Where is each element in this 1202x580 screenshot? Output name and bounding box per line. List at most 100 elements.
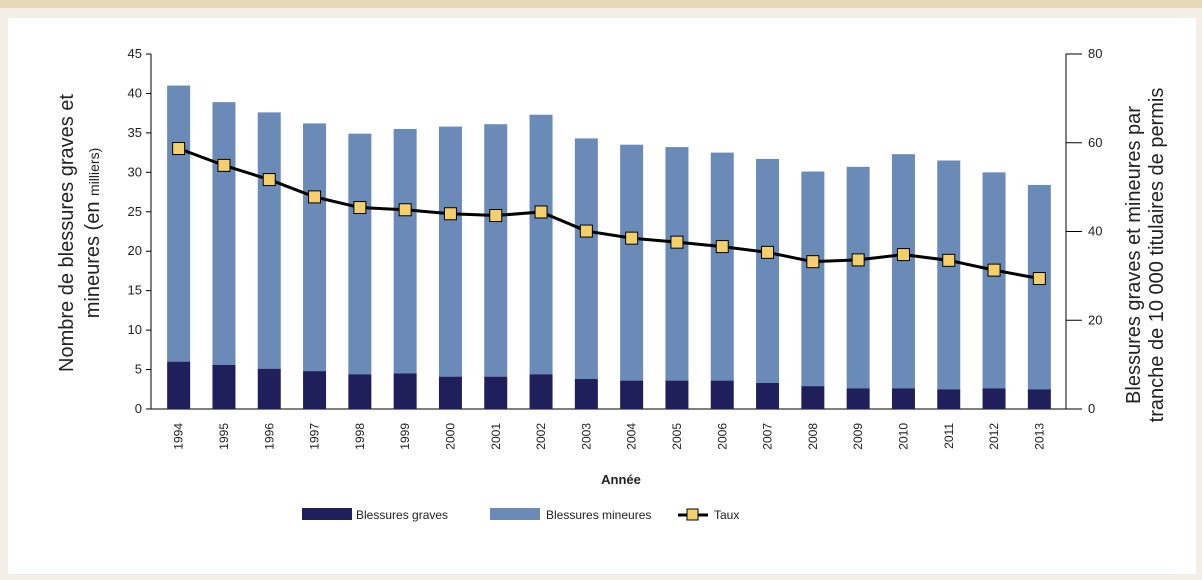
rate-line: [178, 147, 1040, 281]
bar-mineures: [529, 114, 553, 375]
x-tick-label: 1998: [353, 423, 367, 450]
y-right-tick-label: 0: [1088, 401, 1095, 416]
y-left-tick-label: 20: [128, 243, 142, 258]
x-tick-label: 2009: [851, 423, 865, 450]
y-left-title-line2-main: mineures (en: [82, 196, 104, 318]
y-left-tick-label: 35: [128, 125, 142, 140]
bar-mineures: [574, 138, 598, 380]
bar-mineures: [665, 147, 689, 381]
bar-graves: [801, 386, 825, 409]
bar-graves: [710, 380, 734, 409]
bar-graves: [574, 379, 598, 409]
y-right-tick-label: 80: [1088, 46, 1102, 61]
bar-mineures: [710, 152, 734, 381]
x-tick-label: 2012: [987, 423, 1001, 450]
bar-graves: [756, 382, 780, 409]
y-right-tick-label: 40: [1088, 224, 1102, 239]
y-left-tick-label: 5: [135, 362, 142, 377]
rate-point: [353, 201, 367, 215]
x-tick-label: 2007: [761, 423, 775, 450]
x-tick-label: 2002: [534, 423, 548, 450]
bar-graves: [1027, 389, 1051, 409]
bar-mineures: [846, 166, 870, 389]
rate-point: [443, 207, 457, 221]
rate-point: [851, 253, 865, 267]
bar-graves: [891, 388, 915, 409]
y-left-tick-label: 40: [128, 85, 142, 100]
bar-graves: [982, 388, 1006, 409]
rate-point: [217, 158, 231, 172]
bar-graves: [438, 376, 462, 409]
x-tick-label: 1994: [172, 423, 186, 450]
rate-point: [489, 209, 503, 223]
bar-mineures: [257, 112, 281, 369]
x-tick-label: 2000: [443, 423, 457, 450]
x-tick-label: 2005: [670, 423, 684, 450]
rate-point: [670, 235, 684, 249]
bar-graves: [937, 389, 961, 409]
bar-mineures: [891, 154, 915, 389]
bar-mineures: [167, 85, 191, 362]
y-left-tick-label: 15: [128, 283, 142, 298]
rate-point: [806, 255, 820, 269]
bar-graves: [167, 361, 191, 409]
bar-graves: [620, 380, 644, 409]
rate-point: [896, 248, 910, 262]
bar-mineures: [484, 124, 508, 377]
rate-point: [579, 224, 593, 238]
rate-point: [942, 253, 956, 267]
bar-graves: [846, 388, 870, 409]
bar-graves: [665, 380, 689, 409]
top-accent-bar: [0, 0, 1202, 8]
rate-point: [534, 205, 548, 219]
bar-mineures: [212, 102, 236, 365]
bar-mineures: [801, 171, 825, 387]
bar-mineures: [348, 133, 372, 375]
bar-graves: [303, 371, 327, 409]
y-right-tick-label: 20: [1088, 312, 1102, 327]
x-tick-label: 2011: [942, 423, 956, 449]
tick-labels: 0 5 10 15 20 25 30 35 40 45 0 20 40 60 80 1994 1995 1996 1…: [128, 46, 1103, 450]
y-left-title-line2-small: milliers): [86, 148, 102, 196]
bar-graves: [348, 374, 372, 409]
y-right-tick-label: 60: [1088, 135, 1102, 150]
x-tick-label: 2006: [715, 423, 729, 450]
x-tick-label: 1999: [398, 423, 412, 450]
y-left-tick-label: 10: [128, 322, 142, 337]
rate-line-group: [172, 142, 1046, 286]
y-right-title-line2: tranche de 10 000 titulaires de permis: [1146, 88, 1168, 423]
legend-swatch-graves: [302, 508, 352, 520]
bar-mineures: [303, 123, 327, 372]
legend: Blessures graves Blessures mineures Taux: [302, 508, 739, 522]
x-tick-label: 2003: [579, 423, 593, 450]
bar-graves: [393, 373, 417, 409]
x-tick-label: 2013: [1032, 423, 1046, 450]
x-tick-label: 1997: [308, 423, 322, 450]
y-right-title-line1: Blessures graves et mineures par: [1123, 106, 1145, 404]
bar-mineures: [937, 160, 961, 390]
rate-point: [761, 245, 775, 259]
bar-mineures: [438, 126, 462, 377]
bar-mineures: [1027, 184, 1051, 390]
rate-point: [715, 240, 729, 254]
x-tick-label: 1995: [217, 423, 231, 450]
legend-swatch-mineures: [490, 508, 540, 520]
rate-point: [172, 142, 186, 156]
legend-label-graves: Blessures graves: [356, 508, 448, 522]
y-left-tick-label: 0: [135, 401, 142, 416]
bar-mineures: [620, 144, 644, 381]
bar-mineures: [393, 128, 417, 374]
rate-point: [308, 190, 322, 204]
x-tick-label: 2008: [806, 423, 820, 450]
rate-point: [987, 263, 1001, 277]
bar-mineures: [756, 158, 780, 383]
rate-point: [262, 173, 276, 187]
rate-point: [1032, 272, 1046, 286]
y-left-title-line2: mineures (en milliers): [82, 148, 104, 319]
x-tick-label: 2010: [896, 423, 910, 450]
y-left-tick-label: 30: [128, 164, 142, 179]
rate-point: [398, 203, 412, 217]
rate-point: [625, 231, 639, 245]
